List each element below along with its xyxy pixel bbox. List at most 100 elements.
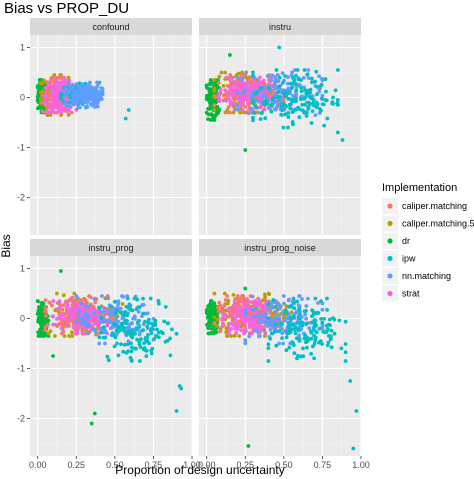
- data-point-nn-matching: [263, 314, 268, 319]
- data-point-strat: [254, 84, 259, 89]
- facet-strip: [30, 18, 192, 35]
- data-point-ipw: [305, 345, 309, 350]
- data-point-ipw: [266, 302, 271, 307]
- legend-item-ipw: ipw: [382, 250, 416, 267]
- data-point-ipw: [298, 97, 303, 102]
- data-point-nn-matching: [99, 97, 104, 101]
- data-point-nn-matching: [301, 75, 306, 80]
- data-point-nn-matching: [99, 309, 103, 314]
- legend-key-dot: [387, 220, 393, 227]
- data-point-nn-matching: [107, 318, 111, 323]
- data-point-caliper-matching: [79, 298, 84, 303]
- data-point-dr: [208, 82, 213, 87]
- data-point-ipw: [288, 106, 292, 111]
- data-point-nn-matching: [95, 104, 100, 109]
- data-point-ipw: [313, 329, 318, 334]
- data-point-strat: [225, 90, 230, 95]
- data-point-ipw: [123, 310, 128, 314]
- outlier-point-ipw: [126, 108, 131, 112]
- data-point-strat: [67, 312, 72, 317]
- data-point-nn-matching: [121, 316, 126, 321]
- data-point-caliper-matching: [216, 309, 221, 314]
- data-point-strat: [230, 101, 235, 106]
- data-point-nn-matching: [92, 311, 96, 316]
- data-point-nn-matching: [118, 306, 123, 311]
- data-point-nn-matching: [275, 73, 280, 77]
- data-point-dr: [211, 116, 216, 121]
- data-point-nn-matching: [290, 70, 294, 75]
- data-point-nn-matching: [279, 325, 283, 330]
- data-point-dr: [37, 78, 42, 82]
- data-point-dr: [208, 78, 213, 82]
- data-point-ipw: [331, 316, 335, 320]
- data-point-ipw: [308, 95, 313, 99]
- data-point-nn-matching: [306, 76, 311, 80]
- data-point-caliper-matching-5: [70, 330, 74, 335]
- data-point-dr: [41, 331, 46, 335]
- data-point-ipw: [308, 87, 313, 92]
- data-point-ipw: [156, 299, 161, 303]
- data-point-caliper-matching: [44, 89, 48, 94]
- data-point-caliper-matching-5: [237, 334, 242, 338]
- data-point-dr: [211, 81, 216, 86]
- data-point-nn-matching: [262, 85, 266, 90]
- x-tick-label: 0.00: [198, 460, 216, 470]
- data-point-strat: [253, 310, 258, 315]
- facet-strip: [30, 239, 192, 256]
- data-point-nn-matching: [300, 297, 304, 301]
- data-point-caliper-matching: [243, 105, 248, 109]
- data-point-nn-matching: [306, 68, 311, 72]
- data-point-ipw: [277, 84, 281, 89]
- data-point-dr: [206, 112, 211, 117]
- data-point-strat: [253, 302, 258, 306]
- data-point-ipw: [149, 331, 154, 336]
- data-point-dr: [40, 85, 44, 90]
- data-point-nn-matching: [70, 102, 75, 106]
- data-point-strat: [80, 331, 85, 336]
- data-point-ipw: [266, 342, 271, 347]
- data-point-nn-matching: [87, 304, 91, 309]
- data-point-caliper-matching: [226, 105, 231, 109]
- data-point-ipw: [268, 336, 272, 341]
- data-point-ipw: [135, 320, 140, 325]
- facet-strip: [199, 18, 361, 35]
- y-axis-title: Bias: [0, 234, 13, 257]
- data-point-ipw: [300, 108, 305, 113]
- data-point-strat: [246, 79, 251, 84]
- data-point-nn-matching: [252, 314, 257, 319]
- data-point-caliper-matching: [43, 306, 48, 310]
- data-point-caliper-matching: [216, 81, 221, 85]
- data-point-ipw: [276, 90, 281, 94]
- data-point-caliper-matching: [217, 300, 222, 305]
- data-point-dr: [35, 85, 40, 90]
- data-point-ipw: [129, 341, 133, 346]
- facet-label: instru_prog_noise: [244, 243, 316, 253]
- data-point-dr: [209, 315, 214, 319]
- data-point-caliper-matching: [40, 101, 45, 105]
- data-point-ipw: [157, 301, 161, 306]
- data-point-ipw: [258, 86, 263, 90]
- data-point-ipw: [110, 333, 114, 338]
- y-tick-label: 1: [20, 264, 25, 274]
- data-point-nn-matching: [128, 321, 133, 326]
- panel-background: [30, 35, 192, 235]
- data-point-strat: [96, 322, 101, 326]
- data-point-nn-matching: [80, 82, 84, 86]
- outlier-point-ipw: [277, 45, 282, 50]
- data-point-ipw: [293, 96, 298, 101]
- data-point-nn-matching: [100, 90, 105, 95]
- data-point-ipw: [116, 353, 121, 358]
- x-axis-title: Proportion of design uncertainty: [115, 463, 284, 477]
- data-point-ipw: [119, 321, 124, 326]
- data-point-strat: [62, 108, 66, 113]
- data-point-ipw: [332, 331, 337, 336]
- data-point-ipw: [291, 343, 296, 347]
- data-point-nn-matching: [256, 99, 261, 103]
- data-point-nn-matching: [92, 98, 97, 103]
- data-point-strat: [231, 92, 236, 97]
- data-point-nn-matching: [272, 316, 277, 321]
- data-point-ipw: [289, 304, 294, 309]
- data-point-nn-matching: [91, 94, 96, 99]
- data-point-caliper-matching-5: [62, 334, 67, 338]
- data-point-ipw: [277, 75, 282, 80]
